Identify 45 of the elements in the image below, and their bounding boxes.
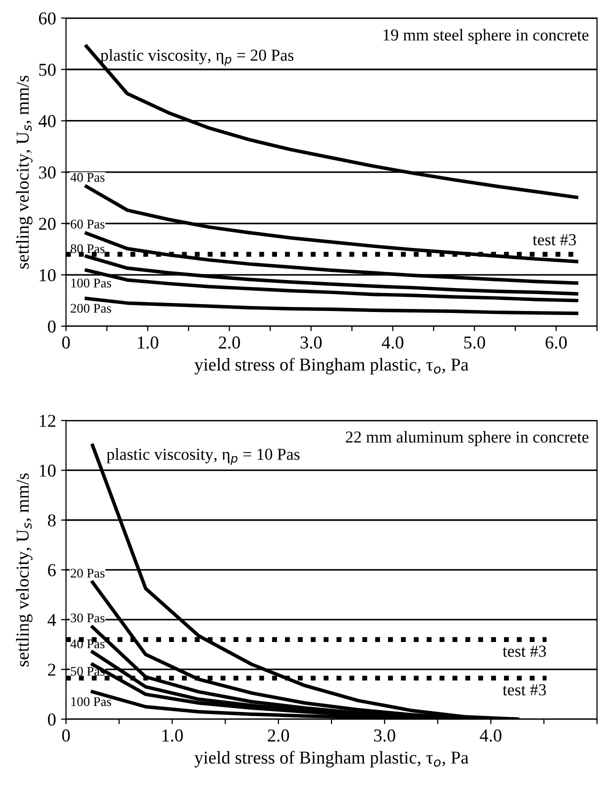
x-tick-label: 4.0 bbox=[382, 336, 404, 349]
ref-line-label: test #3 bbox=[502, 684, 546, 696]
y-axis-title: settling velocity, U$_{s}$, mm/s bbox=[16, 473, 32, 666]
y-tick-label: 0 bbox=[48, 713, 56, 726]
y-tick-label: 20 bbox=[39, 218, 56, 230]
series-label: 30 Pas bbox=[70, 614, 105, 622]
series-label: 20 Pas bbox=[70, 568, 105, 578]
x-tick-label: 3.0 bbox=[374, 729, 396, 742]
x-tick-label: 3.0 bbox=[300, 336, 322, 349]
y-tick-label: 2 bbox=[48, 664, 56, 676]
series-label: 80 Pas bbox=[70, 244, 105, 254]
text: 19 mm steel sphere in concrete bbox=[384, 28, 588, 44]
y-tick-label: 10 bbox=[40, 464, 56, 477]
x-tick-label: 0 bbox=[62, 729, 70, 742]
y-axis-title: settling velocity, U$_{s}$, mm/s bbox=[16, 76, 32, 269]
x-tick-label: 6.0 bbox=[546, 336, 567, 349]
series-label: 40 Pas bbox=[70, 172, 105, 182]
y-tick-label: 8 bbox=[48, 514, 56, 527]
text: 22 mm aluminum sphere in concrete bbox=[346, 430, 588, 446]
y-tick-label: 6 bbox=[48, 564, 56, 576]
x-tick-label: 0 bbox=[62, 336, 70, 349]
series-label: 100 Pas bbox=[71, 278, 112, 288]
y-tick-label: 12 bbox=[40, 414, 56, 427]
series-label: 60 Pas bbox=[70, 220, 105, 229]
y-tick-label: 50 bbox=[39, 64, 56, 76]
ref-line-label: test #3 bbox=[502, 646, 546, 657]
x-tick-label: 4.0 bbox=[480, 729, 502, 742]
y-tick-label: 4 bbox=[48, 614, 56, 626]
series-label: 200 Pas bbox=[70, 304, 112, 313]
x-tick-label: 5.0 bbox=[464, 336, 486, 349]
series-label: 100 Pas bbox=[71, 697, 112, 706]
y-tick-label: 60 bbox=[39, 12, 56, 25]
y-tick-label: 0 bbox=[48, 320, 56, 333]
y-tick-label: 30 bbox=[39, 166, 56, 179]
x-axis-title: yield stress of Bingham plastic, τ$_{o}$, Pa bbox=[194, 358, 468, 374]
x-tick-label: 1.0 bbox=[138, 336, 158, 349]
y-tick-label: 40 bbox=[38, 115, 56, 128]
series-label: plastic viscosity, η$_{p}$ = 10 Pas bbox=[106, 448, 300, 465]
x-tick-label: 1.0 bbox=[162, 729, 183, 742]
x-tick-label: 2.0 bbox=[218, 336, 240, 349]
y-tick-label: 10 bbox=[40, 269, 56, 282]
ref-line-label: test #3 bbox=[532, 234, 576, 246]
x-axis-title: yield stress of Bingham plastic, τ$_{o}$, Pa bbox=[194, 750, 468, 768]
series-label: plastic viscosity, η$_{p}$ = 20 Pas bbox=[100, 49, 294, 66]
x-tick-label: 2.0 bbox=[268, 729, 289, 742]
